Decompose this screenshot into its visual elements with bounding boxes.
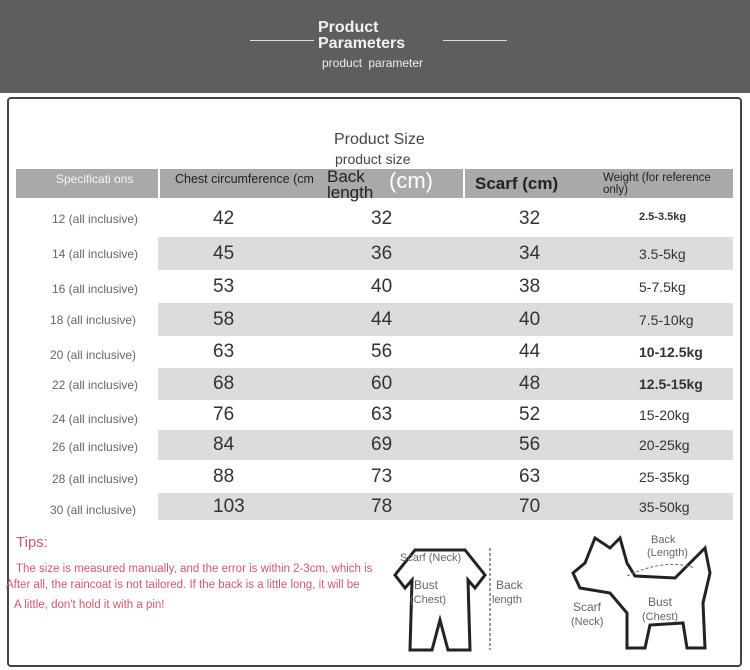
- back-length-cell: 44: [371, 308, 393, 330]
- back-length-cell: 69: [371, 434, 393, 455]
- header-subtitle: product parameter: [322, 56, 424, 70]
- diagram-bust-label: Bust: [414, 578, 439, 592]
- diagram-length-label: length: [492, 594, 522, 606]
- spec-cell: 12 (all inclusive): [16, 200, 158, 237]
- diagram-back-label: Back: [496, 578, 524, 592]
- diagram2-chest-label: (Chest): [642, 611, 678, 623]
- back-length-cell: 56: [371, 341, 393, 362]
- col-back: Back length (cm): [323, 168, 463, 201]
- tips-line3: A little, don't hold it with a pin!: [14, 599, 165, 611]
- spec-cell: 20 (all inclusive): [16, 336, 158, 368]
- raincoat-diagram: Scarf (Neck) Bust (Chest) Back length: [393, 548, 524, 652]
- back-length-cell: 60: [371, 373, 393, 394]
- table-row: 14 (all inclusive) 45 36 34 3.5-5kg: [16, 237, 733, 270]
- weight-cell: 3.5-5kg: [639, 245, 686, 262]
- weight-cell: 2.5-3.5kg: [639, 210, 687, 223]
- scarf-cell: 48: [519, 373, 541, 394]
- divider: [250, 40, 314, 41]
- weight-cell: 12.5-15kg: [639, 376, 703, 392]
- back-length-cell: 40: [371, 275, 393, 297]
- back-length-cell: 32: [371, 207, 393, 229]
- dog-diagram: Back (Length) Scarf (Neck) Bust (Chest): [571, 534, 712, 650]
- table-row: 16 (all inclusive) 53 40 38 5-7.5kg: [16, 270, 733, 303]
- content-frame: [7, 97, 742, 667]
- header-title: Product Parameters: [318, 19, 406, 52]
- table-row: 12 (all inclusive) 42 32 32 2.5-3.5kg: [16, 200, 733, 237]
- spec-cell: 22 (all inclusive): [16, 368, 158, 400]
- col-weight: Weight (for reference only): [600, 169, 733, 198]
- table-row: 28 (all inclusive) 88 73 63 25-35kg: [16, 460, 733, 493]
- diagram2-length-label: (Length): [647, 547, 688, 559]
- chest-cell: 63: [213, 341, 235, 362]
- scarf-cell: 32: [519, 207, 541, 229]
- diagram2-bust-label: Bust: [648, 595, 673, 609]
- weight-cell: 10-12.5kg: [639, 344, 703, 360]
- scarf-cell: 70: [519, 495, 541, 517]
- tips-line1: The size is measured manually, and the e…: [16, 563, 373, 575]
- tips-line2: After all, the raincoat is not tailored.…: [6, 579, 360, 591]
- scarf-cell: 56: [519, 434, 541, 455]
- weight-cell: 7.5-10kg: [639, 311, 694, 328]
- back-length-cell: 63: [371, 404, 393, 425]
- table-row: 24 (all inclusive) 76 63 52 15-20kg: [16, 400, 733, 430]
- col-chest: Chest circumference (cm: [160, 169, 323, 198]
- diagram2-neck-label: (Neck): [571, 616, 603, 628]
- weight-cell: 25-35kg: [639, 468, 690, 485]
- header-banner: Product Parameters product parameter: [0, 0, 750, 93]
- scarf-cell: 38: [519, 275, 541, 297]
- back-length-cell: 73: [371, 465, 393, 487]
- scarf-cell: 44: [519, 341, 541, 362]
- scarf-cell: 34: [519, 242, 541, 264]
- chest-cell: 103: [213, 495, 245, 517]
- chest-cell: 76: [213, 404, 235, 425]
- col-scarf: Scarf (cm): [465, 169, 600, 198]
- chest-cell: 58: [213, 308, 235, 330]
- weight-cell: 5-7.5kg: [639, 278, 686, 295]
- table-row: 26 (all inclusive) 84 69 56 20-25kg: [16, 430, 733, 460]
- spec-cell: 26 (all inclusive): [16, 430, 158, 460]
- spec-cell: 24 (all inclusive): [16, 400, 158, 430]
- spec-cell: 18 (all inclusive): [16, 303, 158, 336]
- back-length-cell: 36: [371, 242, 393, 264]
- table-row: 18 (all inclusive) 58 44 40 7.5-10kg: [16, 303, 733, 336]
- spec-cell: 28 (all inclusive): [16, 460, 158, 493]
- weight-cell: 35-50kg: [639, 498, 690, 515]
- diagram2-scarf-label: Scarf: [573, 600, 602, 614]
- scarf-cell: 52: [519, 404, 541, 425]
- diagram-scarf-label: Scarf (Neck): [400, 552, 461, 564]
- diagram2-back-label: Back: [651, 534, 676, 546]
- chest-cell: 68: [213, 373, 235, 394]
- table-title: Product Size: [334, 131, 425, 148]
- back-length-cell: 78: [371, 495, 393, 517]
- chest-cell: 45: [213, 242, 235, 264]
- chest-cell: 88: [213, 465, 235, 487]
- spec-cell: 30 (all inclusive): [16, 493, 158, 520]
- chest-cell: 53: [213, 275, 235, 297]
- tips-label: Tips:: [16, 534, 48, 551]
- diagram-chest-label: (Chest): [410, 594, 446, 606]
- chest-cell: 42: [213, 207, 235, 229]
- scarf-cell: 40: [519, 308, 541, 330]
- spec-cell: 14 (all inclusive): [16, 237, 158, 270]
- table-row: 22 (all inclusive) 68 60 48 12.5-15kg: [16, 368, 733, 400]
- spec-cell: 16 (all inclusive): [16, 270, 158, 303]
- weight-cell: 15-20kg: [639, 407, 690, 423]
- scarf-cell: 63: [519, 465, 541, 487]
- divider: [443, 40, 507, 41]
- table-row: 30 (all inclusive) 103 78 70 35-50kg: [16, 493, 733, 520]
- col-spec: Specificati ons: [16, 169, 158, 198]
- table-subtitle: product size: [335, 151, 411, 167]
- table-row: 20 (all inclusive) 63 56 44 10-12.5kg: [16, 336, 733, 368]
- chest-cell: 84: [213, 434, 235, 455]
- weight-cell: 20-25kg: [639, 437, 690, 453]
